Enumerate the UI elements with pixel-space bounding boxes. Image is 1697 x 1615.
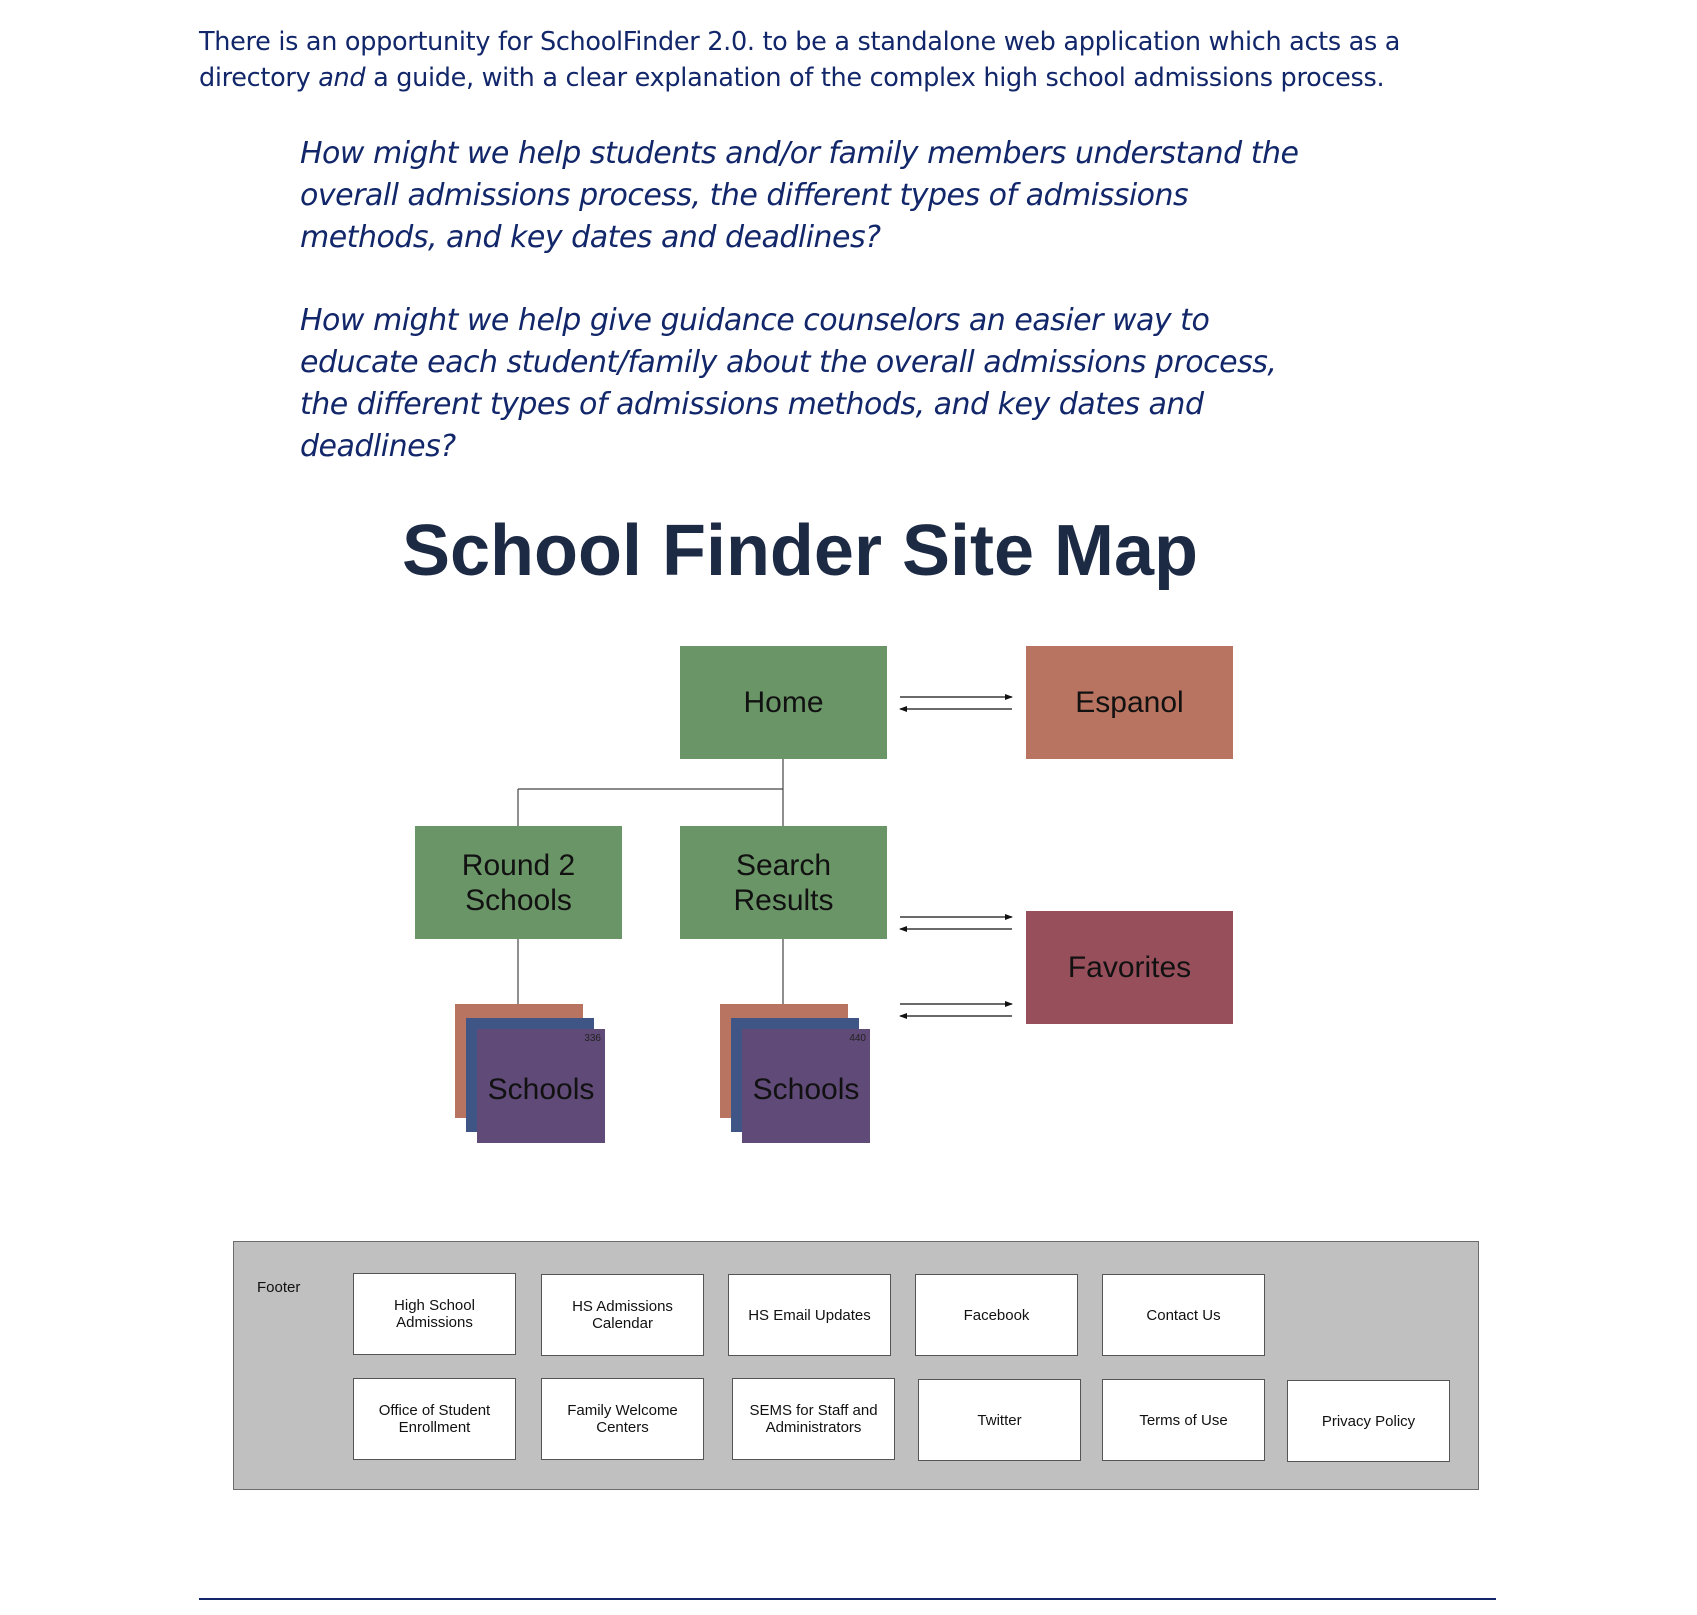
hmw-question-students: How might we help students and/or family… [300,136,1299,255]
node-home: Home [680,646,887,759]
bottom-rule [199,1598,1496,1600]
footer-box-sems: SEMS for Staff and Administrators [732,1378,895,1460]
footer-box-family-welcome-centers: Family Welcome Centers [541,1378,704,1460]
node-favorites: Favorites [1026,911,1233,1024]
footer-box-high-school-admissions: High School Admissions [353,1273,516,1355]
node-search-line2: Results [733,883,834,917]
stack-page-front: 336 Schools [477,1029,605,1143]
stack-page-front: 440 Schools [742,1029,870,1143]
node-favorites-label: Favorites [1067,951,1192,984]
footer-box-facebook: Facebook [915,1274,1078,1356]
intro-text: There is an opportunity for SchoolFinder… [199,27,1401,93]
node-espanol-label: Espanol [1075,686,1184,719]
footer-box-hs-email-updates: HS Email Updates [728,1274,891,1356]
footer-box-privacy-policy: Privacy Policy [1287,1380,1450,1462]
footer-label: Footer [257,1279,301,1296]
hmw-question-counselors: How might we help give guidance counselo… [300,303,1277,464]
schools-label: Schools [487,1073,595,1106]
schools-count: 336 [584,1033,601,1044]
schools-stack-search: 440 Schools [720,1004,870,1154]
footer-box-terms-of-use: Terms of Use [1102,1379,1265,1461]
node-round2-schools: Round 2 Schools [415,826,622,939]
footer-box-twitter: Twitter [918,1379,1081,1461]
node-home-label: Home [743,686,824,719]
node-round2-label: Round 2 Schools [462,848,575,918]
node-espanol: Espanol [1026,646,1233,759]
node-search-results: Search Results [680,826,887,939]
schools-stack-round2: 336 Schools [455,1004,605,1154]
node-search-label: Search Results [733,848,833,918]
node-round2-line1: Round 2 [461,848,576,882]
footer-box-contact-us: Contact Us [1102,1274,1265,1356]
footer-box-hs-admissions-calendar: HS Admissions Calendar [541,1274,704,1356]
intro-emphasis: and [318,63,366,93]
site-map-title: School Finder Site Map [401,511,1199,591]
schools-label: Schools [752,1073,860,1106]
footer-panel: Footer High School Admissions HS Admissi… [233,1241,1479,1490]
schools-count: 440 [849,1033,866,1044]
intro-paragraph: There is an opportunity for SchoolFinder… [199,24,1519,96]
intro-text-continued: a guide, with a clear explanation of the… [365,63,1385,93]
footer-box-office-of-student-enrollment: Office of Student Enrollment [353,1378,516,1460]
node-round2-line2: Schools [465,883,572,917]
node-search-line1: Search [735,848,832,882]
